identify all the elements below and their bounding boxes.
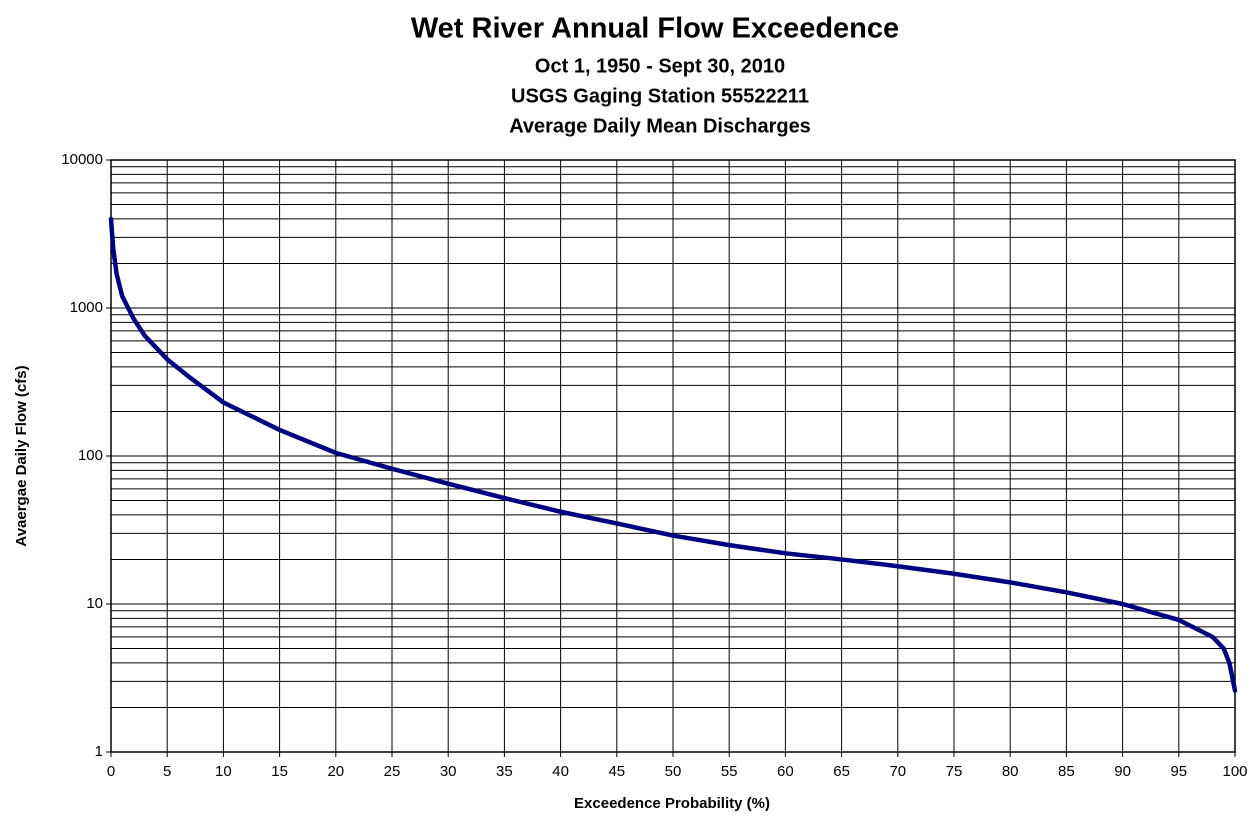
x-tick-label: 85 — [1058, 763, 1075, 780]
chart-subtitle: Average Daily Mean Discharges — [509, 115, 811, 137]
chart-subtitle: Oct 1, 1950 - Sept 30, 2010 — [535, 55, 785, 77]
x-tick-label: 50 — [665, 763, 682, 780]
y-tick-label: 100 — [78, 447, 103, 464]
x-tick-label: 30 — [440, 763, 457, 780]
x-tick-label: 95 — [1170, 763, 1187, 780]
chart-title: Wet River Annual Flow Exceedence — [411, 13, 899, 45]
x-tick-label: 75 — [946, 763, 963, 780]
x-tick-label: 20 — [327, 763, 344, 780]
x-tick-label: 45 — [608, 763, 625, 780]
x-tick-label: 10 — [215, 763, 232, 780]
x-tick-label: 60 — [777, 763, 794, 780]
x-axis-label: Exceedence Probability (%) — [574, 795, 770, 812]
x-tick-label: 65 — [833, 763, 850, 780]
x-tick-label: 100 — [1222, 763, 1247, 780]
x-tick-label: 55 — [721, 763, 738, 780]
x-tick-label: 25 — [384, 763, 401, 780]
y-tick-label: 1000 — [70, 299, 103, 316]
x-tick-label: 80 — [1002, 763, 1019, 780]
y-axis-label: Avaergae Daily Flow (cfs) — [13, 365, 30, 546]
y-tick-label: 1 — [95, 743, 103, 760]
x-tick-label: 35 — [496, 763, 513, 780]
plot-frame — [110, 159, 1236, 753]
y-tick-label: 10 — [86, 595, 103, 612]
x-tick-label: 90 — [1114, 763, 1131, 780]
x-tick-label: 70 — [889, 763, 906, 780]
chart-subtitle: USGS Gaging Station 55522211 — [511, 85, 809, 107]
x-tick-label: 15 — [271, 763, 288, 780]
data-line — [108, 216, 1238, 693]
x-tick-label: 40 — [552, 763, 569, 780]
y-tick-label: 10000 — [61, 151, 103, 168]
x-tick-label: 0 — [107, 763, 115, 780]
x-tick-label: 5 — [163, 763, 171, 780]
